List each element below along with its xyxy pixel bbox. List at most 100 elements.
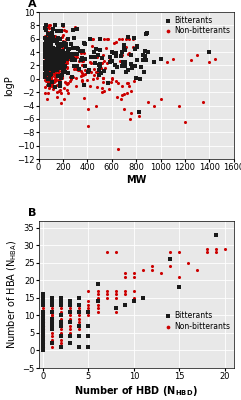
Non-bitterants bbox=[43, 51, 47, 57]
Y-axis label: Number of HBA ($\mathregular{N_{HBA}}$): Number of HBA ($\mathregular{N_{HBA}}$) bbox=[6, 240, 19, 349]
Bitterants bbox=[41, 295, 45, 301]
Bitterants bbox=[61, 60, 65, 67]
Bitterants bbox=[41, 316, 45, 322]
Bitterants bbox=[46, 40, 50, 46]
Non-bitterants bbox=[49, 64, 53, 71]
Bitterants bbox=[99, 70, 103, 76]
Non-bitterants bbox=[49, 59, 53, 66]
Non-bitterants bbox=[55, 64, 59, 71]
Bitterants bbox=[66, 46, 70, 52]
Non-bitterants bbox=[77, 67, 81, 73]
Non-bitterants bbox=[123, 270, 127, 277]
Non-bitterants bbox=[60, 62, 64, 68]
Non-bitterants bbox=[43, 44, 47, 50]
Non-bitterants bbox=[41, 316, 45, 322]
Non-bitterants bbox=[47, 84, 51, 91]
Bitterants bbox=[78, 309, 81, 315]
Bitterants bbox=[41, 298, 45, 305]
Bitterants bbox=[41, 291, 45, 298]
Bitterants bbox=[41, 319, 45, 326]
Non-bitterants bbox=[74, 83, 78, 89]
Non-bitterants bbox=[43, 77, 47, 83]
Bitterants bbox=[83, 56, 87, 63]
Bitterants bbox=[59, 43, 63, 50]
Bitterants bbox=[43, 52, 47, 59]
Non-bitterants bbox=[53, 66, 57, 72]
Bitterants bbox=[147, 49, 150, 55]
Bitterants bbox=[58, 48, 62, 54]
Bitterants bbox=[63, 53, 67, 60]
Bitterants bbox=[53, 22, 57, 28]
Bitterants bbox=[60, 49, 64, 55]
Non-bitterants bbox=[48, 42, 52, 48]
Non-bitterants bbox=[114, 39, 118, 45]
Non-bitterants bbox=[44, 50, 48, 56]
Non-bitterants bbox=[214, 56, 217, 62]
Non-bitterants bbox=[120, 83, 124, 90]
Non-bitterants bbox=[44, 39, 47, 46]
Bitterants bbox=[78, 323, 81, 329]
Bitterants bbox=[97, 72, 101, 78]
Non-bitterants bbox=[45, 96, 49, 102]
Non-bitterants bbox=[68, 330, 72, 336]
Bitterants bbox=[143, 52, 147, 59]
Bitterants bbox=[43, 63, 47, 70]
Bitterants bbox=[43, 47, 47, 54]
Bitterants bbox=[55, 40, 59, 46]
Non-bitterants bbox=[141, 267, 145, 273]
Non-bitterants bbox=[43, 36, 47, 42]
Bitterants bbox=[93, 54, 97, 60]
Bitterants bbox=[50, 60, 54, 66]
Non-bitterants bbox=[96, 298, 100, 305]
Bitterants bbox=[52, 50, 56, 56]
Bitterants bbox=[49, 51, 53, 58]
Bitterants bbox=[59, 28, 62, 34]
Bitterants bbox=[44, 27, 48, 33]
Non-bitterants bbox=[48, 42, 52, 49]
Bitterants bbox=[62, 42, 66, 48]
Non-bitterants bbox=[201, 99, 205, 106]
Bitterants bbox=[66, 49, 69, 55]
Bitterants bbox=[134, 46, 137, 52]
Non-bitterants bbox=[44, 71, 48, 78]
Bitterants bbox=[106, 80, 109, 86]
Non-bitterants bbox=[53, 77, 57, 83]
Non-bitterants bbox=[52, 86, 55, 92]
Bitterants bbox=[41, 326, 45, 333]
Y-axis label: logP: logP bbox=[4, 75, 14, 96]
Non-bitterants bbox=[43, 69, 47, 76]
Bitterants bbox=[45, 66, 49, 72]
Non-bitterants bbox=[54, 77, 58, 84]
Bitterants bbox=[59, 56, 63, 63]
Non-bitterants bbox=[44, 69, 48, 75]
Bitterants bbox=[55, 66, 59, 73]
Non-bitterants bbox=[60, 49, 64, 55]
Bitterants bbox=[87, 69, 90, 76]
Non-bitterants bbox=[76, 67, 80, 74]
Bitterants bbox=[69, 41, 73, 47]
Non-bitterants bbox=[43, 55, 47, 61]
Bitterants bbox=[114, 50, 118, 57]
Bitterants bbox=[49, 55, 53, 61]
Non-bitterants bbox=[47, 68, 51, 75]
Non-bitterants bbox=[59, 333, 63, 340]
Non-bitterants bbox=[44, 45, 48, 52]
Bitterants bbox=[45, 53, 49, 59]
Non-bitterants bbox=[49, 63, 53, 70]
Bitterants bbox=[49, 46, 53, 52]
Bitterants bbox=[61, 58, 65, 64]
Non-bitterants bbox=[85, 77, 89, 84]
Bitterants bbox=[153, 59, 156, 65]
Bitterants bbox=[98, 62, 102, 69]
Non-bitterants bbox=[41, 312, 45, 319]
Bitterants bbox=[75, 63, 79, 69]
Non-bitterants bbox=[214, 249, 218, 256]
Non-bitterants bbox=[90, 36, 94, 42]
Non-bitterants bbox=[101, 52, 105, 58]
Bitterants bbox=[177, 284, 181, 291]
Non-bitterants bbox=[41, 344, 45, 350]
Non-bitterants bbox=[83, 55, 87, 62]
Bitterants bbox=[48, 41, 52, 48]
Non-bitterants bbox=[64, 80, 67, 87]
Non-bitterants bbox=[50, 305, 54, 312]
